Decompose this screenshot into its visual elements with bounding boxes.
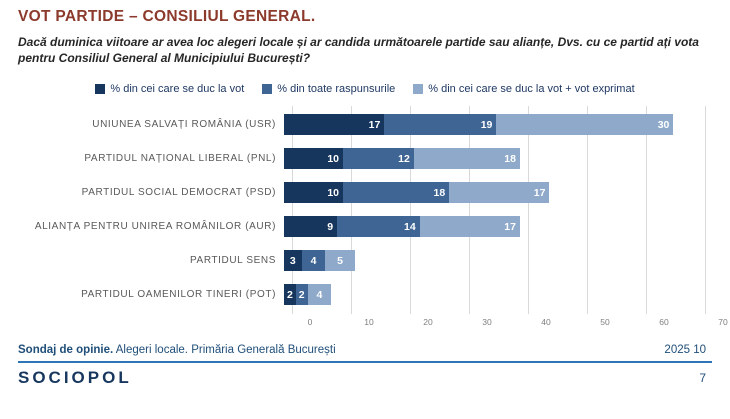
bar-segment: 5 xyxy=(325,250,355,272)
bar-row: PARTIDUL SENS 3 4 5 xyxy=(18,244,730,278)
category-label: PARTIDUL OAMENILOR TINERI (POT) xyxy=(81,289,276,301)
bar-segment: 10 xyxy=(284,148,343,170)
bar-segment: 17 xyxy=(419,216,520,238)
bar-segment: 9 xyxy=(284,216,338,238)
footer-caption-row: Sondaj de opinie. Alegeri locale. Primăr… xyxy=(18,344,706,356)
x-axis-tick-label: 30 xyxy=(482,316,492,327)
bar-track: 17 19 30 xyxy=(284,114,674,136)
page-number: 7 xyxy=(699,370,706,385)
category-label: PARTIDUL SENS xyxy=(190,255,276,267)
page-title: VOT PARTIDE – CONSILIUL GENERAL. xyxy=(18,8,316,25)
legend-item: % din toate raspunsurile xyxy=(262,83,395,95)
x-axis-tick-label: 60 xyxy=(659,316,669,327)
bar-segment: 14 xyxy=(337,216,420,238)
sociopol-logo: SOCIOPOL xyxy=(18,367,132,387)
category-label: PARTIDUL NAȚIONAL LIBERAL (PNL) xyxy=(84,153,276,165)
category-label: PARTIDUL SOCIAL DEMOCRAT (PSD) xyxy=(81,187,276,199)
x-axis-tick-label: 0 xyxy=(307,316,313,327)
footer-divider xyxy=(18,360,712,363)
footer-caption-rest: Alegeri locale. Primăria Generală Bucure… xyxy=(113,343,336,356)
gridlines xyxy=(292,105,706,314)
bar-track: 10 18 17 xyxy=(284,182,550,204)
footer-logo-row: SOCIOPOL 7 xyxy=(18,368,706,388)
x-axis-tick-label: 50 xyxy=(600,316,610,327)
footer-date: 2025 10 xyxy=(664,343,706,356)
x-axis-tick-label: 10 xyxy=(364,316,374,327)
category-label: UNIUNEA SALVAȚI ROMÂNIA (USR) xyxy=(92,119,276,131)
bar-segment: 4 xyxy=(301,250,326,272)
bar-segment: 18 xyxy=(343,182,450,204)
legend-item: % din cei care se duc la vot xyxy=(95,83,244,95)
footer-caption-bold: Sondaj de opinie. xyxy=(18,343,114,356)
bar-row: PARTIDUL NAȚIONAL LIBERAL (PNL) 10 12 18 xyxy=(18,142,730,176)
bar-chart: UNIUNEA SALVAȚI ROMÂNIA (USR) 17 19 30 PARTI… xyxy=(18,105,730,331)
legend-label: % din toate raspunsurile xyxy=(277,82,396,95)
x-axis-tick-label: 40 xyxy=(541,316,551,327)
bar-row: PARTIDUL SOCIAL DEMOCRAT (PSD) 10 18 17 xyxy=(18,176,730,210)
slide: VOT PARTIDE – CONSILIUL GENERAL. Dacă du… xyxy=(0,8,730,419)
legend-label: % din cei care se duc la vot + vot expri… xyxy=(428,82,635,95)
legend-swatch-icon xyxy=(95,83,106,94)
bar-track: 10 12 18 xyxy=(284,148,520,170)
bar-segment: 19 xyxy=(384,114,497,136)
bar-row: UNIUNEA SALVAȚI ROMÂNIA (USR) 17 19 30 xyxy=(18,108,730,142)
bar-segment: 2 xyxy=(284,284,296,306)
bar-row: ALIANȚA PENTRU UNIREA ROMÂNILOR (AUR) 9 14… xyxy=(18,210,730,244)
bar-segment: 30 xyxy=(496,114,674,136)
x-axis-tick-label: 70 xyxy=(718,316,728,327)
category-label: ALIANȚA PENTRU UNIREA ROMÂNILOR (AUR) xyxy=(34,221,276,233)
survey-question: Dacă duminica viitoare ar avea loc alege… xyxy=(18,35,699,65)
bar-segment: 3 xyxy=(284,250,302,272)
bar-row: PARTIDUL OAMENILOR TINERI (POT) 2 2 4 xyxy=(18,278,730,312)
chart-legend: % din cei care se duc la vot % din toate … xyxy=(0,83,730,95)
bar-segment: 17 xyxy=(284,114,385,136)
legend-swatch-icon xyxy=(413,83,424,94)
x-axis-tick-label: 20 xyxy=(423,316,433,327)
plot-area: UNIUNEA SALVAȚI ROMÂNIA (USR) 17 19 30 PARTI… xyxy=(18,105,730,314)
legend-item: % din cei care se duc la vot + vot expri… xyxy=(413,82,635,95)
bar-track: 9 14 17 xyxy=(284,216,520,238)
bar-segment: 10 xyxy=(284,182,343,204)
legend-swatch-icon xyxy=(262,83,273,94)
bar-segment: 4 xyxy=(307,284,332,306)
legend-label: % din cei care se duc la vot xyxy=(110,82,245,95)
footer-caption: Sondaj de opinie. Alegeri locale. Primăr… xyxy=(18,344,336,356)
bar-segment: 2 xyxy=(295,284,308,306)
bar-rows: UNIUNEA SALVAȚI ROMÂNIA (USR) 17 19 30 PARTI… xyxy=(18,108,730,312)
bar-segment: 12 xyxy=(343,148,414,170)
bar-segment: 18 xyxy=(413,148,520,170)
x-axis: 0 10 20 30 40 50 60 70 xyxy=(307,315,730,331)
bar-segment: 17 xyxy=(449,182,550,204)
